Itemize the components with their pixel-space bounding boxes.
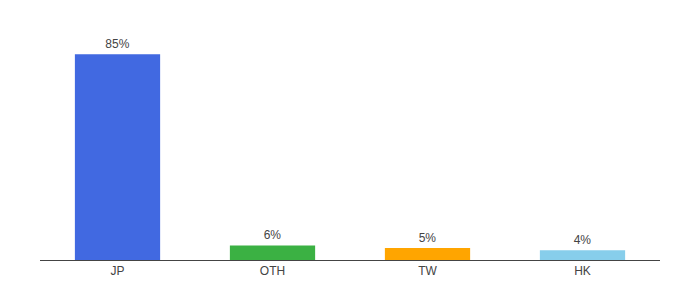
- svg-text:6%: 6%: [264, 228, 282, 242]
- svg-text:HK: HK: [574, 264, 591, 278]
- svg-text:OTH: OTH: [260, 264, 285, 278]
- svg-text:4%: 4%: [574, 233, 592, 247]
- svg-text:TW: TW: [418, 264, 437, 278]
- svg-text:5%: 5%: [419, 231, 437, 245]
- svg-text:JP: JP: [110, 264, 124, 278]
- svg-text:85%: 85%: [105, 37, 129, 51]
